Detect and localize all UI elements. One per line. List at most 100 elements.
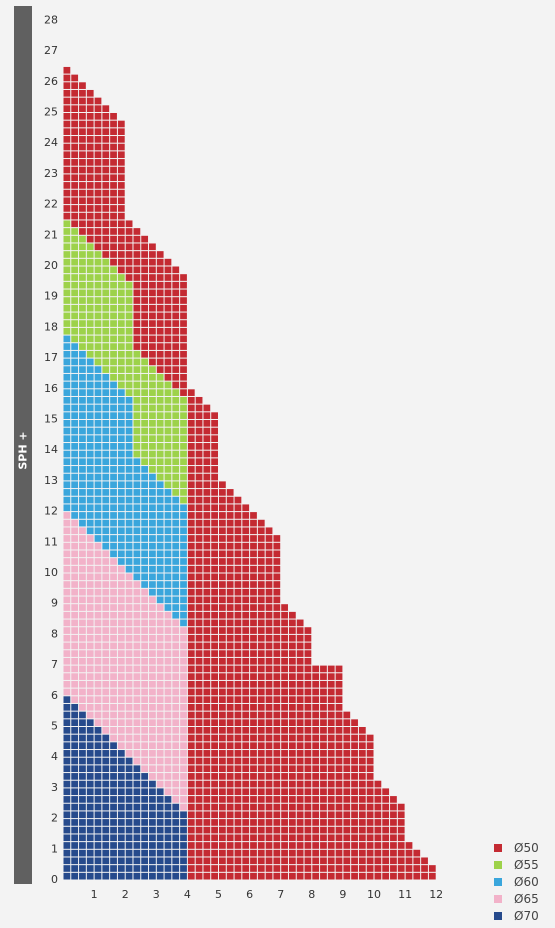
grid-cell — [102, 512, 110, 519]
grid-cell — [242, 742, 250, 750]
grid-cell — [63, 527, 71, 535]
grid-cell — [94, 420, 102, 427]
grid-cell — [94, 281, 102, 289]
grid-cell — [265, 688, 273, 696]
grid-cell — [86, 780, 94, 788]
grid-cell — [156, 849, 164, 857]
grid-cell — [94, 834, 102, 842]
grid-cell — [320, 872, 327, 880]
grid-cell — [149, 358, 156, 366]
grid-cell — [327, 834, 335, 842]
grid-cell — [149, 588, 156, 596]
grid-cell — [312, 765, 320, 773]
legend-swatch — [494, 894, 502, 903]
grid-cell — [149, 404, 156, 412]
grid-cell — [281, 765, 288, 773]
grid-cell — [133, 535, 141, 542]
grid-cell — [265, 826, 273, 834]
grid-cell — [257, 688, 265, 696]
grid-cell — [265, 750, 273, 757]
grid-cell — [288, 857, 296, 865]
grid-cell — [110, 366, 117, 373]
grid-cell — [79, 803, 86, 811]
grid-cell — [63, 542, 71, 550]
grid-cell — [374, 780, 382, 788]
grid-cell — [63, 443, 71, 450]
grid-cell — [335, 872, 343, 880]
grid-cell — [180, 496, 187, 504]
grid-cell — [203, 811, 211, 819]
grid-cell — [304, 849, 312, 857]
grid-cell — [141, 466, 149, 473]
grid-cell — [320, 811, 327, 819]
grid-cell — [265, 757, 273, 765]
y-tick-label: 1 — [51, 842, 58, 855]
grid-cell — [63, 819, 71, 826]
grid-cell — [250, 611, 257, 619]
grid-cell — [180, 842, 187, 849]
grid-cell — [156, 734, 164, 742]
grid-cell — [351, 819, 358, 826]
grid-cell — [358, 727, 366, 734]
grid-cell — [79, 228, 86, 235]
grid-cell — [117, 389, 125, 396]
grid-cell — [234, 719, 242, 726]
grid-cell — [117, 811, 125, 819]
grid-cell — [211, 757, 218, 765]
grid-cell — [94, 105, 102, 112]
grid-cell — [281, 849, 288, 857]
grid-cell — [281, 711, 288, 719]
grid-cell — [219, 596, 226, 604]
grid-cell — [117, 857, 125, 865]
legend-item: Ø60 — [494, 873, 539, 890]
grid-cell — [195, 427, 203, 435]
grid-cell — [172, 481, 180, 489]
grid-cell — [117, 466, 125, 473]
grid-cell — [149, 688, 156, 696]
grid-cell — [125, 312, 133, 320]
legend-label: Ø55 — [514, 857, 539, 872]
grid-cell — [335, 665, 343, 673]
grid-cell — [397, 872, 405, 880]
grid-cell — [211, 788, 218, 796]
grid-cell — [117, 780, 125, 788]
grid-cell — [242, 849, 250, 857]
grid-cell — [257, 742, 265, 750]
grid-cell — [94, 243, 102, 251]
grid-cell — [366, 865, 374, 872]
grid-cell — [71, 826, 79, 834]
grid-cell — [125, 535, 133, 542]
grid-cell — [71, 742, 79, 750]
grid-cell — [172, 373, 180, 381]
grid-cell — [86, 750, 94, 757]
grid-cell — [164, 788, 172, 796]
grid-cell — [273, 811, 281, 819]
grid-cell — [374, 834, 382, 842]
grid-cell — [273, 673, 281, 680]
grid-cell — [110, 657, 117, 665]
grid-cell — [102, 527, 110, 535]
grid-cell — [156, 596, 164, 604]
grid-cell — [133, 811, 141, 819]
grid-cell — [226, 542, 234, 550]
grid-cell — [125, 680, 133, 688]
grid-cell — [156, 266, 164, 274]
grid-cell — [71, 97, 79, 105]
grid-cell — [117, 865, 125, 872]
grid-cell — [102, 642, 110, 650]
grid-cell — [203, 803, 211, 811]
grid-cell — [125, 335, 133, 343]
grid-cell — [71, 74, 79, 82]
grid-cell — [86, 427, 94, 435]
grid-cell — [86, 627, 94, 634]
grid-cell — [366, 842, 374, 849]
grid-cell — [94, 212, 102, 220]
grid-cell — [133, 289, 141, 297]
grid-cell — [219, 757, 226, 765]
grid-cell — [94, 865, 102, 872]
grid-cell — [257, 665, 265, 673]
grid-cell — [226, 811, 234, 819]
grid-cell — [141, 642, 149, 650]
grid-cell — [219, 842, 226, 849]
grid-cell — [133, 235, 141, 243]
